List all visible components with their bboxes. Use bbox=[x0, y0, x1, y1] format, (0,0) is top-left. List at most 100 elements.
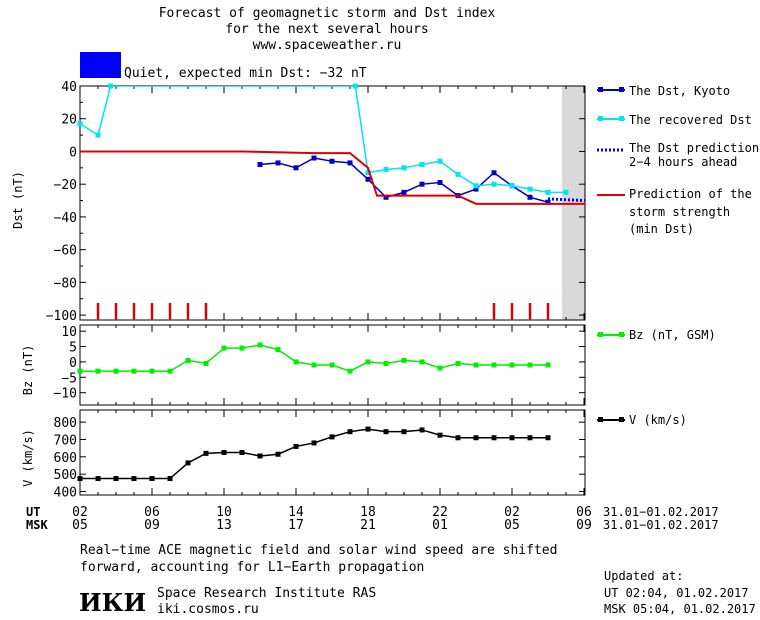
data-point bbox=[77, 476, 83, 482]
data-point bbox=[311, 155, 317, 161]
prediction-label-letter: I bbox=[534, 179, 555, 190]
data-point bbox=[185, 357, 191, 363]
data-point bbox=[419, 427, 425, 433]
data-point bbox=[347, 160, 353, 166]
legend-label-storm-1: Prediction of the bbox=[629, 187, 752, 201]
data-point bbox=[401, 429, 407, 435]
data-point bbox=[527, 194, 533, 200]
data-point bbox=[455, 171, 461, 177]
data-point bbox=[455, 360, 461, 366]
date-range-msk: 31.01−01.02.2017 bbox=[603, 518, 719, 532]
y-tick-label: 400 bbox=[54, 486, 77, 501]
data-point bbox=[311, 440, 317, 446]
y-tick-label: 800 bbox=[54, 416, 77, 431]
v-axis-label: V (km/s) bbox=[21, 429, 35, 487]
updated-msk: MSK 05:04, 01.02.2017 bbox=[604, 602, 756, 616]
data-point bbox=[509, 183, 515, 189]
data-point bbox=[149, 368, 155, 374]
data-point bbox=[77, 368, 83, 374]
ut-tick-label: 22 bbox=[432, 505, 448, 520]
data-point bbox=[365, 176, 371, 182]
legend-marker-v bbox=[619, 417, 624, 422]
time-axis: UT MSK 31.01−01.02.2017 31.01−01.02.2017… bbox=[26, 505, 719, 533]
y-tick-label: −10 bbox=[54, 387, 77, 402]
data-point bbox=[365, 426, 371, 432]
data-point bbox=[257, 342, 263, 348]
y-tick-label: 10 bbox=[61, 325, 77, 340]
legend-label-v: V (km/s) bbox=[629, 413, 687, 427]
msk-tick-label: 09 bbox=[144, 518, 160, 533]
data-point bbox=[275, 347, 281, 353]
status-color-box bbox=[80, 52, 121, 78]
ut-tick-label: 06 bbox=[576, 505, 592, 520]
ut-tick-label: 06 bbox=[144, 505, 160, 520]
data-point bbox=[383, 194, 389, 200]
data-point bbox=[509, 362, 515, 368]
y-tick-label: −100 bbox=[46, 309, 77, 324]
y-tick-label: 600 bbox=[54, 451, 77, 466]
data-point bbox=[473, 183, 479, 189]
footnote-line-1: Real−time ACE magnetic field and solar w… bbox=[80, 543, 557, 558]
series-line bbox=[547, 197, 585, 203]
y-tick-label: 0 bbox=[69, 356, 77, 371]
data-point bbox=[347, 368, 353, 374]
data-point bbox=[203, 450, 209, 456]
data-point bbox=[527, 362, 533, 368]
data-point bbox=[419, 162, 425, 168]
data-point bbox=[509, 435, 515, 441]
data-point bbox=[419, 359, 425, 365]
legend-label-recovered: The recovered Dst bbox=[629, 113, 752, 127]
data-point bbox=[311, 362, 317, 368]
footnote-line-2: forward, accounting for L1−Earth propaga… bbox=[80, 560, 424, 575]
data-point bbox=[329, 434, 335, 440]
msk-axis-label: MSK bbox=[26, 518, 48, 532]
legend-label-dst-kyoto: The Dst, Kyoto bbox=[629, 84, 730, 98]
v-panel: 800 700 600 500 400 bbox=[54, 409, 586, 501]
prediction-label-letter: O bbox=[534, 263, 555, 274]
data-point bbox=[491, 170, 497, 176]
msk-tick-label: 09 bbox=[576, 518, 592, 533]
y-tick-label: −80 bbox=[54, 276, 77, 291]
title-line-3: www.spaceweather.ru bbox=[253, 38, 402, 53]
data-point bbox=[473, 362, 479, 368]
y-tick-label: −5 bbox=[61, 371, 77, 386]
data-point bbox=[293, 165, 299, 171]
data-point bbox=[545, 362, 551, 368]
data-point bbox=[365, 170, 371, 176]
y-tick-label: −40 bbox=[54, 211, 77, 226]
data-point bbox=[221, 450, 227, 455]
legend-marker-dst-kyoto bbox=[619, 87, 624, 92]
legend-label-storm-3: (min Dst) bbox=[629, 222, 694, 236]
ut-tick-label: 02 bbox=[72, 505, 88, 520]
data-point bbox=[437, 158, 443, 164]
iki-logo: ИКИ bbox=[79, 588, 146, 617]
data-point bbox=[545, 199, 551, 205]
data-point bbox=[401, 189, 407, 195]
y-tick-label: −60 bbox=[54, 244, 77, 259]
legend-label-prediction-2: 2−4 hours ahead bbox=[629, 155, 737, 169]
data-point bbox=[113, 368, 119, 374]
prediction-label-letter: E bbox=[534, 137, 555, 148]
legend-marker-bz bbox=[598, 332, 603, 337]
date-range-ut: 31.01−01.02.2017 bbox=[603, 505, 719, 519]
ut-tick-label: 02 bbox=[504, 505, 520, 520]
prediction-label-letter: I bbox=[534, 242, 555, 253]
y-tick-label: −20 bbox=[54, 178, 77, 193]
data-point bbox=[275, 160, 281, 166]
updated-title: Updated at: bbox=[604, 569, 683, 583]
data-point bbox=[95, 476, 101, 482]
y-tick-label: 5 bbox=[69, 341, 77, 356]
data-point bbox=[563, 189, 569, 195]
series-line bbox=[80, 86, 566, 194]
data-point bbox=[545, 189, 551, 195]
data-point bbox=[491, 181, 497, 187]
institute-website: iki.cosmos.ru bbox=[157, 602, 259, 617]
msk-tick-label: 05 bbox=[504, 518, 520, 533]
panel-frame bbox=[79, 409, 586, 496]
prediction-label-letter: P bbox=[534, 94, 555, 105]
prediction-label-letter: D bbox=[534, 158, 555, 169]
data-point bbox=[167, 368, 173, 374]
ut-tick-label: 18 bbox=[360, 505, 376, 520]
data-point bbox=[329, 158, 335, 164]
